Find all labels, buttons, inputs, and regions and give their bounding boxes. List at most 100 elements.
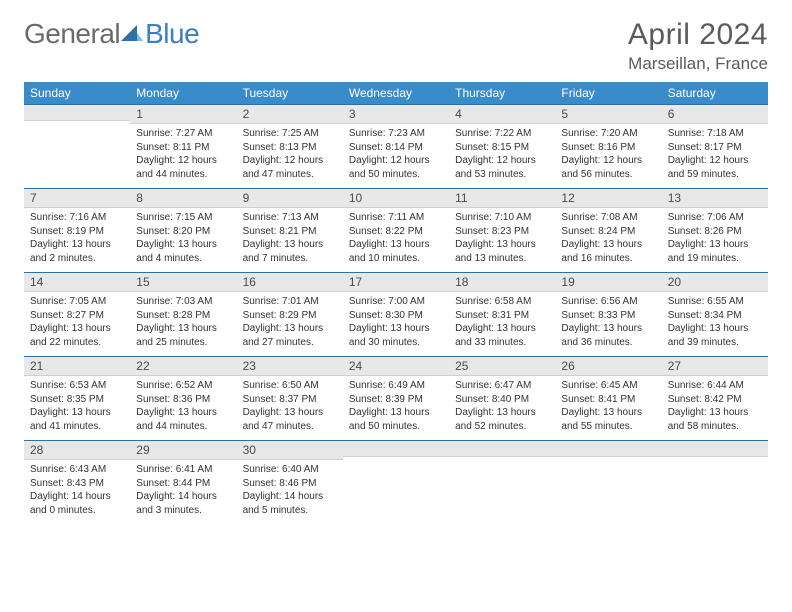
calendar-table: Sunday Monday Tuesday Wednesday Thursday… [24, 82, 768, 524]
day-detail-line: Sunrise: 6:40 AM [243, 463, 337, 477]
calendar-day-cell: 22Sunrise: 6:52 AMSunset: 8:36 PMDayligh… [130, 356, 236, 440]
day-detail-line: Sunset: 8:15 PM [455, 141, 549, 155]
day-detail-line: Sunrise: 7:08 AM [561, 211, 655, 225]
day-detail-line: Daylight: 13 hours [455, 238, 549, 252]
day-details [555, 457, 661, 464]
day-number [662, 440, 768, 457]
day-number: 8 [130, 188, 236, 208]
day-details: Sunrise: 6:40 AMSunset: 8:46 PMDaylight:… [237, 460, 343, 521]
day-number: 22 [130, 356, 236, 376]
day-detail-line: Daylight: 13 hours [136, 322, 230, 336]
logo-text-general: General [24, 18, 120, 50]
day-detail-line: and 52 minutes. [455, 420, 549, 434]
day-detail-line: Daylight: 13 hours [243, 322, 337, 336]
day-detail-line: and 41 minutes. [30, 420, 124, 434]
location-label: Marseillan, France [628, 54, 768, 74]
weekday-header: Saturday [662, 82, 768, 104]
day-detail-line: Sunrise: 7:23 AM [349, 127, 443, 141]
day-details: Sunrise: 6:41 AMSunset: 8:44 PMDaylight:… [130, 460, 236, 521]
day-detail-line: Sunrise: 7:03 AM [136, 295, 230, 309]
day-detail-line: Sunrise: 6:43 AM [30, 463, 124, 477]
day-detail-line: Sunset: 8:36 PM [136, 393, 230, 407]
calendar-day-cell [343, 440, 449, 524]
day-detail-line: and 36 minutes. [561, 336, 655, 350]
day-details: Sunrise: 6:45 AMSunset: 8:41 PMDaylight:… [555, 376, 661, 437]
day-details [662, 457, 768, 464]
day-detail-line: Sunset: 8:39 PM [349, 393, 443, 407]
title-block: April 2024 Marseillan, France [628, 18, 768, 74]
day-detail-line: Sunrise: 7:11 AM [349, 211, 443, 225]
calendar-day-cell: 3Sunrise: 7:23 AMSunset: 8:14 PMDaylight… [343, 104, 449, 188]
day-detail-line: Sunset: 8:34 PM [668, 309, 762, 323]
day-detail-line: Daylight: 13 hours [455, 406, 549, 420]
day-number: 7 [24, 188, 130, 208]
calendar-week-row: 14Sunrise: 7:05 AMSunset: 8:27 PMDayligh… [24, 272, 768, 356]
day-detail-line: Daylight: 13 hours [668, 238, 762, 252]
day-detail-line: Daylight: 14 hours [243, 490, 337, 504]
day-detail-line: and 33 minutes. [455, 336, 549, 350]
day-detail-line: Sunrise: 7:06 AM [668, 211, 762, 225]
day-number: 28 [24, 440, 130, 460]
day-number [555, 440, 661, 457]
day-detail-line: Daylight: 13 hours [349, 238, 443, 252]
day-details [343, 457, 449, 464]
day-details: Sunrise: 7:08 AMSunset: 8:24 PMDaylight:… [555, 208, 661, 269]
day-detail-line: Sunset: 8:42 PM [668, 393, 762, 407]
calendar-day-cell: 6Sunrise: 7:18 AMSunset: 8:17 PMDaylight… [662, 104, 768, 188]
day-detail-line: Daylight: 13 hours [30, 406, 124, 420]
day-detail-line: Daylight: 13 hours [561, 238, 655, 252]
calendar-week-row: 21Sunrise: 6:53 AMSunset: 8:35 PMDayligh… [24, 356, 768, 440]
day-detail-line: Daylight: 12 hours [668, 154, 762, 168]
day-detail-line: Sunset: 8:27 PM [30, 309, 124, 323]
day-detail-line: Sunrise: 6:50 AM [243, 379, 337, 393]
calendar-body: 1Sunrise: 7:27 AMSunset: 8:11 PMDaylight… [24, 104, 768, 524]
day-detail-line: and 10 minutes. [349, 252, 443, 266]
calendar-day-cell: 18Sunrise: 6:58 AMSunset: 8:31 PMDayligh… [449, 272, 555, 356]
day-number: 24 [343, 356, 449, 376]
day-number: 23 [237, 356, 343, 376]
day-number: 14 [24, 272, 130, 292]
day-detail-line: and 47 minutes. [243, 168, 337, 182]
day-details: Sunrise: 6:55 AMSunset: 8:34 PMDaylight:… [662, 292, 768, 353]
day-details: Sunrise: 7:23 AMSunset: 8:14 PMDaylight:… [343, 124, 449, 185]
day-number: 2 [237, 104, 343, 124]
day-details: Sunrise: 6:44 AMSunset: 8:42 PMDaylight:… [662, 376, 768, 437]
day-detail-line: and 3 minutes. [136, 504, 230, 518]
logo-text-blue: Blue [145, 18, 199, 50]
day-detail-line: and 55 minutes. [561, 420, 655, 434]
day-detail-line: Sunset: 8:41 PM [561, 393, 655, 407]
day-detail-line: Sunset: 8:30 PM [349, 309, 443, 323]
day-detail-line: Sunset: 8:11 PM [136, 141, 230, 155]
day-detail-line: and 53 minutes. [455, 168, 549, 182]
calendar-week-row: 7Sunrise: 7:16 AMSunset: 8:19 PMDaylight… [24, 188, 768, 272]
day-detail-line: Sunrise: 7:18 AM [668, 127, 762, 141]
calendar-day-cell: 30Sunrise: 6:40 AMSunset: 8:46 PMDayligh… [237, 440, 343, 524]
day-detail-line: Sunset: 8:29 PM [243, 309, 337, 323]
day-detail-line: Sunset: 8:20 PM [136, 225, 230, 239]
day-number: 6 [662, 104, 768, 124]
day-detail-line: Daylight: 13 hours [243, 238, 337, 252]
calendar-day-cell: 13Sunrise: 7:06 AMSunset: 8:26 PMDayligh… [662, 188, 768, 272]
day-detail-line: Sunrise: 6:58 AM [455, 295, 549, 309]
day-number: 26 [555, 356, 661, 376]
day-detail-line: Daylight: 12 hours [136, 154, 230, 168]
day-detail-line: Sunset: 8:35 PM [30, 393, 124, 407]
calendar-day-cell: 23Sunrise: 6:50 AMSunset: 8:37 PMDayligh… [237, 356, 343, 440]
day-details [24, 121, 130, 128]
day-number: 19 [555, 272, 661, 292]
day-detail-line: and 19 minutes. [668, 252, 762, 266]
day-detail-line: Daylight: 13 hours [455, 322, 549, 336]
day-number: 27 [662, 356, 768, 376]
day-detail-line: and 0 minutes. [30, 504, 124, 518]
day-detail-line: Sunrise: 7:20 AM [561, 127, 655, 141]
day-detail-line: Sunrise: 6:53 AM [30, 379, 124, 393]
day-detail-line: and 59 minutes. [668, 168, 762, 182]
day-detail-line: Sunrise: 7:00 AM [349, 295, 443, 309]
calendar-day-cell: 8Sunrise: 7:15 AMSunset: 8:20 PMDaylight… [130, 188, 236, 272]
day-detail-line: and 5 minutes. [243, 504, 337, 518]
calendar-day-cell [662, 440, 768, 524]
day-detail-line: Sunset: 8:33 PM [561, 309, 655, 323]
day-detail-line: Sunset: 8:24 PM [561, 225, 655, 239]
day-detail-line: Daylight: 13 hours [30, 238, 124, 252]
day-detail-line: and 7 minutes. [243, 252, 337, 266]
